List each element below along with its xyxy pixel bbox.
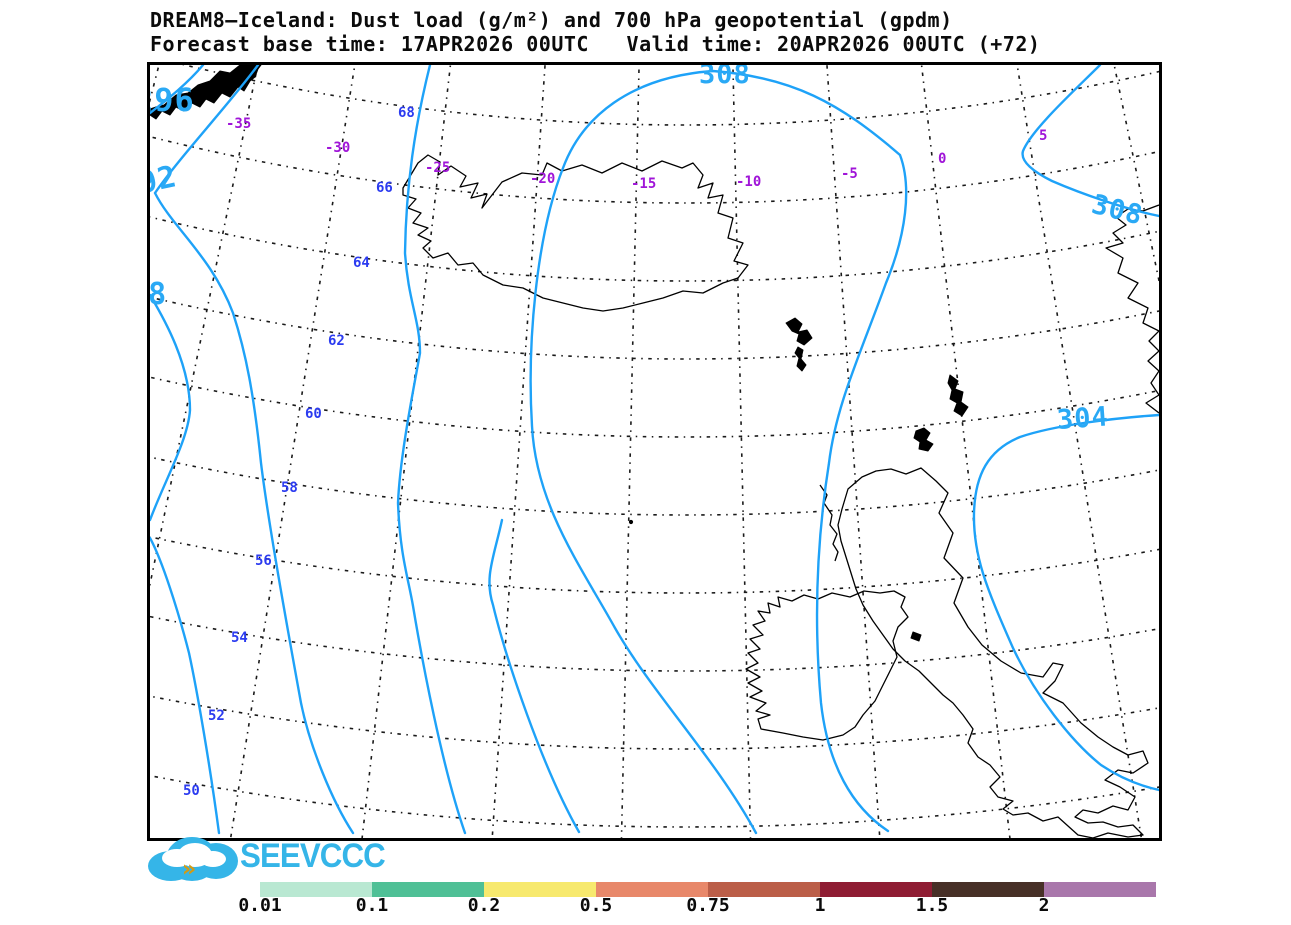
longitude-label: -15	[631, 176, 657, 192]
longitude-label: 5	[1039, 128, 1048, 144]
latitude-label: 68	[398, 105, 415, 121]
coast-norway	[1105, 204, 1159, 414]
coast-faroes	[785, 317, 813, 346]
chart-title: DREAM8–Iceland: Dust load (g/m²) and 700…	[150, 8, 953, 32]
contour-284	[150, 536, 221, 835]
meridian-line	[1016, 65, 1143, 838]
map-canvas	[150, 65, 1159, 838]
parallel-line	[150, 615, 1159, 671]
coast-orkney	[913, 427, 934, 452]
meridian-line	[920, 65, 1011, 838]
parallel-line	[150, 535, 1159, 594]
parallel-line	[150, 456, 1159, 516]
meridian-line	[229, 65, 356, 838]
colorbar-segment	[484, 882, 596, 897]
longitude-label: -20	[530, 171, 556, 187]
contour-308-hook	[1021, 65, 1159, 218]
colorbar-tick-label: 2	[1038, 895, 1050, 916]
colorbar-tick-label: 0.1	[355, 895, 389, 916]
latitude-label: 52	[208, 708, 225, 724]
longitude-label: -35	[226, 116, 252, 132]
latitude-label: 58	[281, 480, 298, 496]
coastlines	[150, 65, 1159, 838]
coast-faroes-south	[794, 346, 807, 372]
meridian-line	[491, 65, 546, 838]
graticule-grid	[150, 65, 1159, 838]
latitude-label: 50	[183, 783, 200, 799]
geopotential-contours	[150, 65, 1159, 835]
contour-label: 296	[150, 81, 195, 119]
contour-304-west	[396, 65, 467, 835]
colorbar-segment	[1044, 882, 1156, 897]
parallel-line	[150, 376, 1159, 438]
colorbar-segment	[372, 882, 484, 897]
coast-great-britain	[837, 467, 1149, 838]
latitude-label: 54	[231, 630, 248, 646]
colorbar-tick-label: 0.5	[579, 895, 613, 916]
meridian-line	[1113, 65, 1159, 285]
seevccc-logo: » SEEVCCC	[148, 835, 386, 883]
latitude-label: 66	[376, 180, 393, 196]
coast-isle-of-man	[910, 631, 922, 642]
longitude-label: -25	[425, 160, 451, 176]
chevron-right-icon: »	[182, 857, 197, 882]
meridian-line	[620, 65, 640, 838]
colorbar-tick-label: 0.2	[467, 895, 501, 916]
contour-label: 304	[1056, 401, 1110, 436]
colorbar-segment	[596, 882, 708, 897]
cloud-icon	[200, 851, 226, 867]
contour-label: 308	[699, 62, 751, 90]
coast-greenland	[150, 65, 262, 120]
meridian-line	[1157, 65, 1159, 838]
coast-iceland	[402, 154, 749, 312]
parallel-line	[150, 215, 1159, 282]
latitude-label: 62	[328, 333, 345, 349]
contour-unlabeled-mid	[488, 518, 581, 834]
latitude-label: 64	[353, 255, 370, 271]
contour-304-east	[972, 413, 1159, 792]
longitude-label: -30	[325, 140, 351, 156]
contour-308-arch	[529, 69, 908, 835]
contour-296	[150, 65, 205, 115]
meridian-line	[150, 65, 259, 589]
coast-ireland	[745, 590, 909, 741]
latitude-label: 56	[255, 553, 272, 569]
longitude-label: 0	[938, 151, 947, 167]
coast-rockall	[628, 519, 634, 525]
dust-load-colorbar	[260, 882, 1156, 897]
colorbar-tick-label: 0.75	[686, 895, 730, 916]
parallel-line	[150, 295, 1159, 360]
contour-label: 288	[148, 277, 168, 312]
coast-shetland	[947, 374, 969, 417]
longitude-label: -10	[736, 174, 762, 190]
colorbar-tick-label: 0.01	[238, 895, 282, 916]
contour-292	[153, 65, 355, 835]
logo-text: SEEVCCC	[240, 837, 386, 875]
colorbar-segment	[932, 882, 1044, 897]
contour-288	[150, 293, 192, 522]
meridian-line	[826, 65, 881, 838]
map-panel: 29629228830830830468666462605856545250-3…	[147, 62, 1162, 841]
colorbar-tick-label: 1.5	[915, 895, 949, 916]
chart-subtitle: Forecast base time: 17APR2026 00UTC Vali…	[150, 32, 1041, 56]
latitude-label: 60	[305, 406, 322, 422]
colorbar-segment	[260, 882, 372, 897]
longitude-label: -5	[841, 166, 858, 182]
parallel-line	[184, 65, 1159, 126]
colorbar-tick-label: 1	[814, 895, 826, 916]
meridian-line	[361, 65, 452, 838]
coast-hebrides	[819, 484, 839, 562]
colorbar-segment	[708, 882, 820, 897]
colorbar-segment	[820, 882, 932, 897]
meridian-line	[732, 65, 752, 838]
